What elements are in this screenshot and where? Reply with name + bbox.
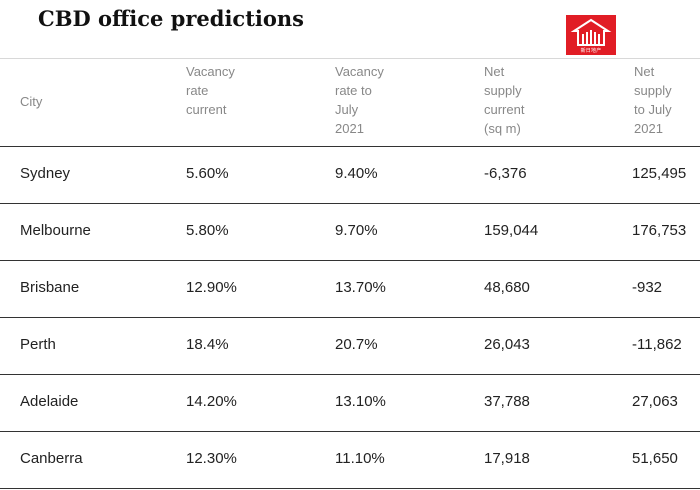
column-header-line: City bbox=[20, 94, 43, 109]
column-header-line: 2021 bbox=[335, 121, 364, 136]
value-cell: -6,376 bbox=[484, 165, 527, 182]
value-cell: 18.4% bbox=[186, 336, 229, 353]
column-header-line: current bbox=[186, 102, 227, 117]
column-header-line: Net bbox=[634, 64, 655, 79]
column-header-line: Vacancy bbox=[335, 64, 384, 79]
row-separator bbox=[0, 317, 700, 318]
column-header: Net supply current (sq m) bbox=[484, 62, 524, 138]
row-separator bbox=[0, 203, 700, 204]
column-header: Vacancy rate current bbox=[186, 62, 235, 119]
table-row: Brisbane 12.90% 13.70% 48,680 -932 bbox=[0, 261, 700, 318]
column-header-line: rate to bbox=[335, 83, 372, 98]
row-separator bbox=[0, 260, 700, 261]
city-cell: Sydney bbox=[20, 165, 71, 182]
value-cell: 13.10% bbox=[335, 393, 386, 410]
table-row: Canberra 12.30% 11.10% 17,918 51,650 bbox=[0, 432, 700, 489]
value-cell: 5.60% bbox=[186, 165, 229, 182]
value-cell: 9.40% bbox=[335, 165, 378, 182]
logo-text: 新日地产 bbox=[580, 48, 602, 54]
value-cell: 12.30% bbox=[186, 450, 237, 467]
city-cell: Melbourne bbox=[20, 222, 91, 239]
value-cell: 176,753 bbox=[632, 222, 687, 239]
column-header-line: rate bbox=[186, 83, 209, 98]
value-cell: 48,680 bbox=[484, 279, 530, 296]
table-header bbox=[0, 59, 700, 146]
table-row: Sydney 5.60% 9.40% -6,376 125,495 bbox=[0, 147, 700, 204]
value-cell: 27,063 bbox=[632, 393, 678, 410]
logo-house-icon: 新日地产 bbox=[566, 15, 616, 55]
row-separator bbox=[0, 431, 700, 432]
value-cell: 125,495 bbox=[632, 165, 687, 182]
column-header-line: Vacancy bbox=[186, 64, 235, 79]
value-cell: 159,044 bbox=[484, 222, 539, 239]
value-cell: 51,650 bbox=[632, 450, 678, 467]
column-header-line: 2021 bbox=[634, 121, 663, 136]
row-separator bbox=[0, 488, 700, 489]
column-header-line: Net bbox=[484, 64, 505, 79]
column-header: Net supply to July 2021 bbox=[634, 62, 672, 138]
value-cell: 26,043 bbox=[484, 336, 530, 353]
value-cell: 5.80% bbox=[186, 222, 229, 239]
column-header-line: supply bbox=[634, 83, 672, 98]
column-header: Vacancy rate to July 2021 bbox=[335, 62, 384, 138]
city-cell: Brisbane bbox=[20, 279, 80, 296]
header-top-rule bbox=[0, 58, 700, 59]
value-cell: 17,918 bbox=[484, 450, 530, 467]
table-row: Adelaide 14.20% 13.10% 37,788 27,063 bbox=[0, 375, 700, 432]
value-cell: 14.20% bbox=[186, 393, 237, 410]
value-cell: 12.90% bbox=[186, 279, 237, 296]
table-row: Perth 18.4% 20.7% 26,043 -11,862 bbox=[0, 318, 700, 375]
value-cell: 11.10% bbox=[335, 450, 385, 467]
city-cell: Perth bbox=[20, 336, 56, 353]
value-cell: 20.7% bbox=[335, 336, 378, 353]
column-header-line: current bbox=[484, 102, 525, 117]
city-cell: Adelaide bbox=[20, 393, 79, 410]
value-cell: -11,862 bbox=[632, 336, 682, 353]
header-bottom-rule bbox=[0, 146, 700, 147]
column-header-line: (sq m) bbox=[484, 121, 521, 136]
column-header-line: July bbox=[335, 102, 359, 117]
column-header: City bbox=[20, 92, 42, 111]
value-cell: -932 bbox=[632, 279, 663, 296]
city-cell: Canberra bbox=[20, 450, 83, 467]
row-separator bbox=[0, 374, 700, 375]
value-cell: 9.70% bbox=[335, 222, 378, 239]
table-row: Melbourne 5.80% 9.70% 159,044 176,753 bbox=[0, 204, 700, 261]
page-title: CBD office predictions bbox=[38, 6, 304, 31]
value-cell: 13.70% bbox=[335, 279, 386, 296]
column-header-line: to July bbox=[634, 102, 672, 117]
value-cell: 37,788 bbox=[484, 393, 530, 410]
column-header-line: supply bbox=[484, 83, 522, 98]
